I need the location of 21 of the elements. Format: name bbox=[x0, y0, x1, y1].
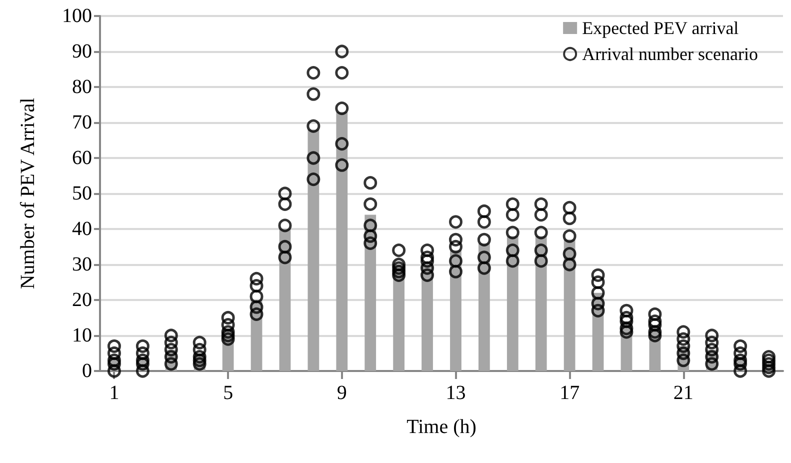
y-tick-label: 40 bbox=[72, 218, 92, 240]
y-tick-label: 10 bbox=[72, 324, 92, 346]
y-tick-label: 90 bbox=[72, 40, 92, 62]
y-tick-label: 80 bbox=[72, 76, 92, 98]
x-tick-label: 1 bbox=[109, 382, 120, 404]
legend-label: Expected PEV arrival bbox=[582, 18, 739, 38]
x-tick-label: 9 bbox=[336, 382, 347, 404]
y-tick-label: 30 bbox=[72, 254, 92, 276]
legend-label: Arrival number scenario bbox=[582, 44, 758, 64]
y-tick-label: 100 bbox=[62, 5, 92, 27]
x-axis-title: Time (h) bbox=[406, 416, 476, 438]
y-tick-label: 60 bbox=[72, 147, 92, 169]
y-tick-label: 50 bbox=[72, 182, 92, 204]
y-axis-title: Number of PEV Arrival bbox=[17, 97, 39, 290]
y-tick-label: 0 bbox=[82, 360, 92, 382]
x-tick-label: 21 bbox=[673, 382, 694, 404]
y-tick-label: 20 bbox=[72, 289, 92, 311]
x-tick-label: 5 bbox=[223, 382, 234, 404]
y-tick-label: 70 bbox=[72, 112, 92, 134]
x-tick-label: 17 bbox=[560, 382, 580, 404]
x-tick-label: 13 bbox=[446, 382, 466, 404]
